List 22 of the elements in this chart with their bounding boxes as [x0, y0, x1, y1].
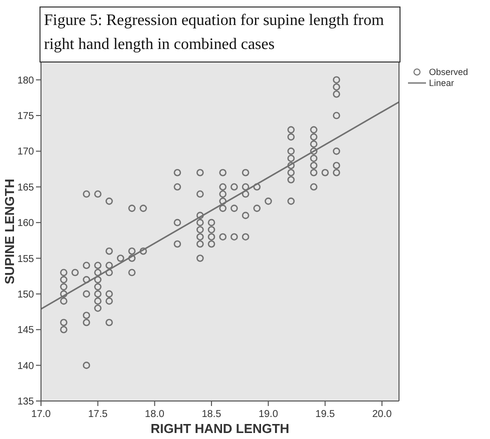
y-tick-label: 170 — [17, 146, 34, 158]
y-tick-label: 165 — [17, 182, 34, 194]
y-tick-label: 135 — [17, 396, 34, 408]
y-tick-label: 155 — [17, 254, 34, 265]
y-tick-label: 160 — [17, 218, 34, 230]
x-axis-title: RIGHT HAND LENGTH — [150, 421, 290, 436]
y-tick-label: 180 — [17, 75, 34, 86]
x-tick-label: 18.0 — [144, 409, 165, 420]
y-axis-title: SUPINE LENGTH — [2, 178, 17, 284]
x-tick-label: 18.5 — [202, 409, 222, 420]
x-tick-label: 20.0 — [372, 409, 392, 420]
y-tick-label: 150 — [17, 289, 34, 300]
y-tick-label: 175 — [17, 111, 34, 122]
legend-label: Observed — [429, 67, 468, 78]
x-tick-label: 19.5 — [315, 409, 336, 420]
legend-label: Linear — [429, 78, 454, 88]
y-tick-label: 140 — [17, 360, 34, 372]
x-tick-label: 17.5 — [88, 409, 108, 420]
y-tick-label: 145 — [17, 325, 34, 336]
chart-title: Figure 5: Regression equation for supine length from right hand length in combined cases — [44, 11, 385, 55]
x-tick-label: 17.0 — [31, 409, 52, 420]
x-tick-label: 19.0 — [258, 409, 278, 420]
